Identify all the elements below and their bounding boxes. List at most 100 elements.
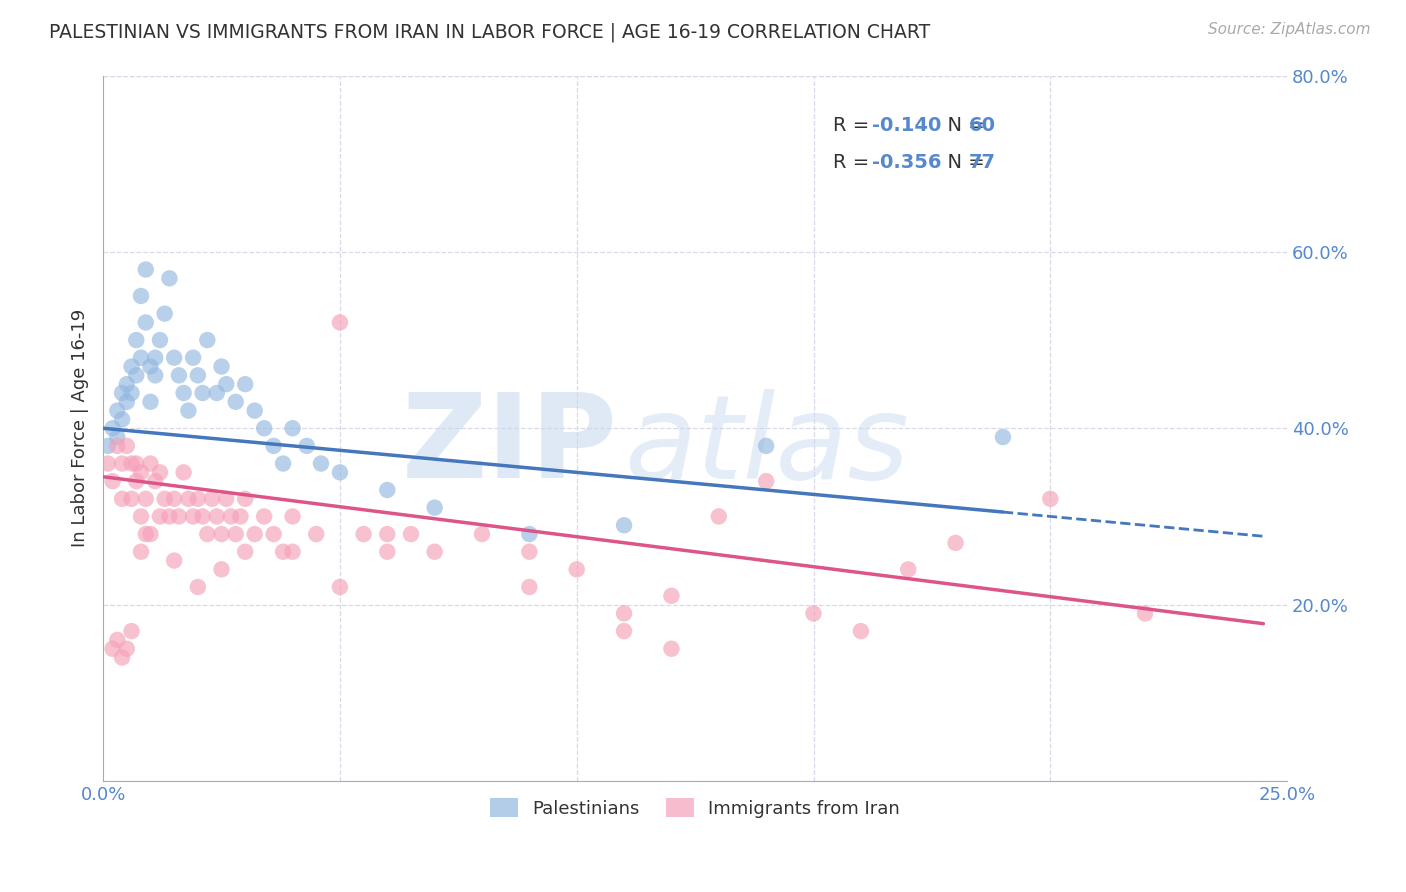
Point (517, 545, 540, 559)
Point (1133, 607, 1156, 621)
Point (271, 545, 294, 559)
Point (101, 421, 124, 435)
Point (375, 545, 398, 559)
Point (353, 527, 375, 541)
Point (375, 483, 398, 497)
Point (205, 386, 228, 401)
Text: -0.356: -0.356 (872, 153, 942, 172)
Point (187, 580, 209, 594)
Point (105, 403, 128, 417)
Point (225, 394, 247, 409)
Point (191, 509, 214, 524)
Point (613, 607, 636, 621)
Point (121, 457, 143, 471)
Point (211, 527, 233, 541)
Point (135, 262, 157, 277)
Point (233, 491, 256, 506)
Point (105, 632, 128, 647)
Point (215, 491, 238, 506)
Point (423, 500, 446, 515)
Point (111, 650, 134, 665)
Point (295, 439, 318, 453)
Point (115, 641, 138, 656)
Text: Source: ZipAtlas.com: Source: ZipAtlas.com (1208, 22, 1371, 37)
Text: ZIP: ZIP (402, 388, 619, 503)
Point (309, 457, 332, 471)
Point (423, 545, 446, 559)
Point (111, 412, 134, 426)
Y-axis label: In Labor Force | Age 16-19: In Labor Force | Age 16-19 (72, 310, 89, 548)
Point (661, 589, 683, 603)
Point (163, 351, 186, 365)
Point (159, 271, 181, 285)
Point (135, 315, 157, 329)
Point (187, 368, 209, 383)
Point (173, 386, 195, 401)
Point (139, 359, 162, 374)
Point (233, 545, 256, 559)
Point (305, 527, 328, 541)
Point (173, 466, 195, 480)
Point (105, 430, 128, 444)
Point (101, 474, 124, 488)
Point (201, 491, 224, 506)
Point (211, 359, 233, 374)
Point (125, 333, 148, 347)
Point (129, 545, 152, 559)
Point (281, 545, 304, 559)
Point (215, 377, 238, 392)
Point (129, 509, 152, 524)
Point (149, 509, 172, 524)
Point (849, 624, 872, 638)
Point (945, 536, 967, 550)
Point (139, 527, 162, 541)
Point (101, 641, 124, 656)
Text: R =: R = (832, 116, 876, 135)
Text: atlas: atlas (624, 389, 910, 503)
Text: N =: N = (935, 153, 991, 172)
Point (991, 430, 1014, 444)
Point (281, 421, 304, 435)
Point (121, 359, 143, 374)
Point (211, 562, 233, 576)
Point (329, 580, 352, 594)
Point (755, 474, 778, 488)
Point (135, 491, 157, 506)
Point (121, 624, 143, 638)
Point (129, 289, 152, 303)
Point (205, 509, 228, 524)
Point (143, 368, 166, 383)
Point (191, 386, 214, 401)
Point (163, 553, 186, 567)
Point (195, 333, 218, 347)
Point (253, 509, 276, 524)
Point (177, 491, 200, 506)
Point (707, 509, 730, 524)
Text: R =: R = (832, 153, 876, 172)
Point (399, 527, 422, 541)
Point (139, 457, 162, 471)
Point (225, 527, 247, 541)
Point (897, 562, 920, 576)
Point (375, 527, 398, 541)
Legend: Palestinians, Immigrants from Iran: Palestinians, Immigrants from Iran (484, 791, 907, 825)
Point (229, 509, 252, 524)
Point (613, 518, 636, 533)
Point (149, 333, 172, 347)
Point (111, 386, 134, 401)
Point (129, 351, 152, 365)
Point (97, 457, 120, 471)
Point (181, 351, 204, 365)
Point (129, 466, 152, 480)
Point (755, 439, 778, 453)
Point (329, 466, 352, 480)
Text: N =: N = (935, 116, 991, 135)
Point (329, 315, 352, 329)
Point (153, 307, 176, 321)
Point (115, 394, 138, 409)
Point (253, 421, 276, 435)
Point (177, 403, 200, 417)
Point (121, 386, 143, 401)
Point (143, 351, 166, 365)
Point (803, 607, 825, 621)
